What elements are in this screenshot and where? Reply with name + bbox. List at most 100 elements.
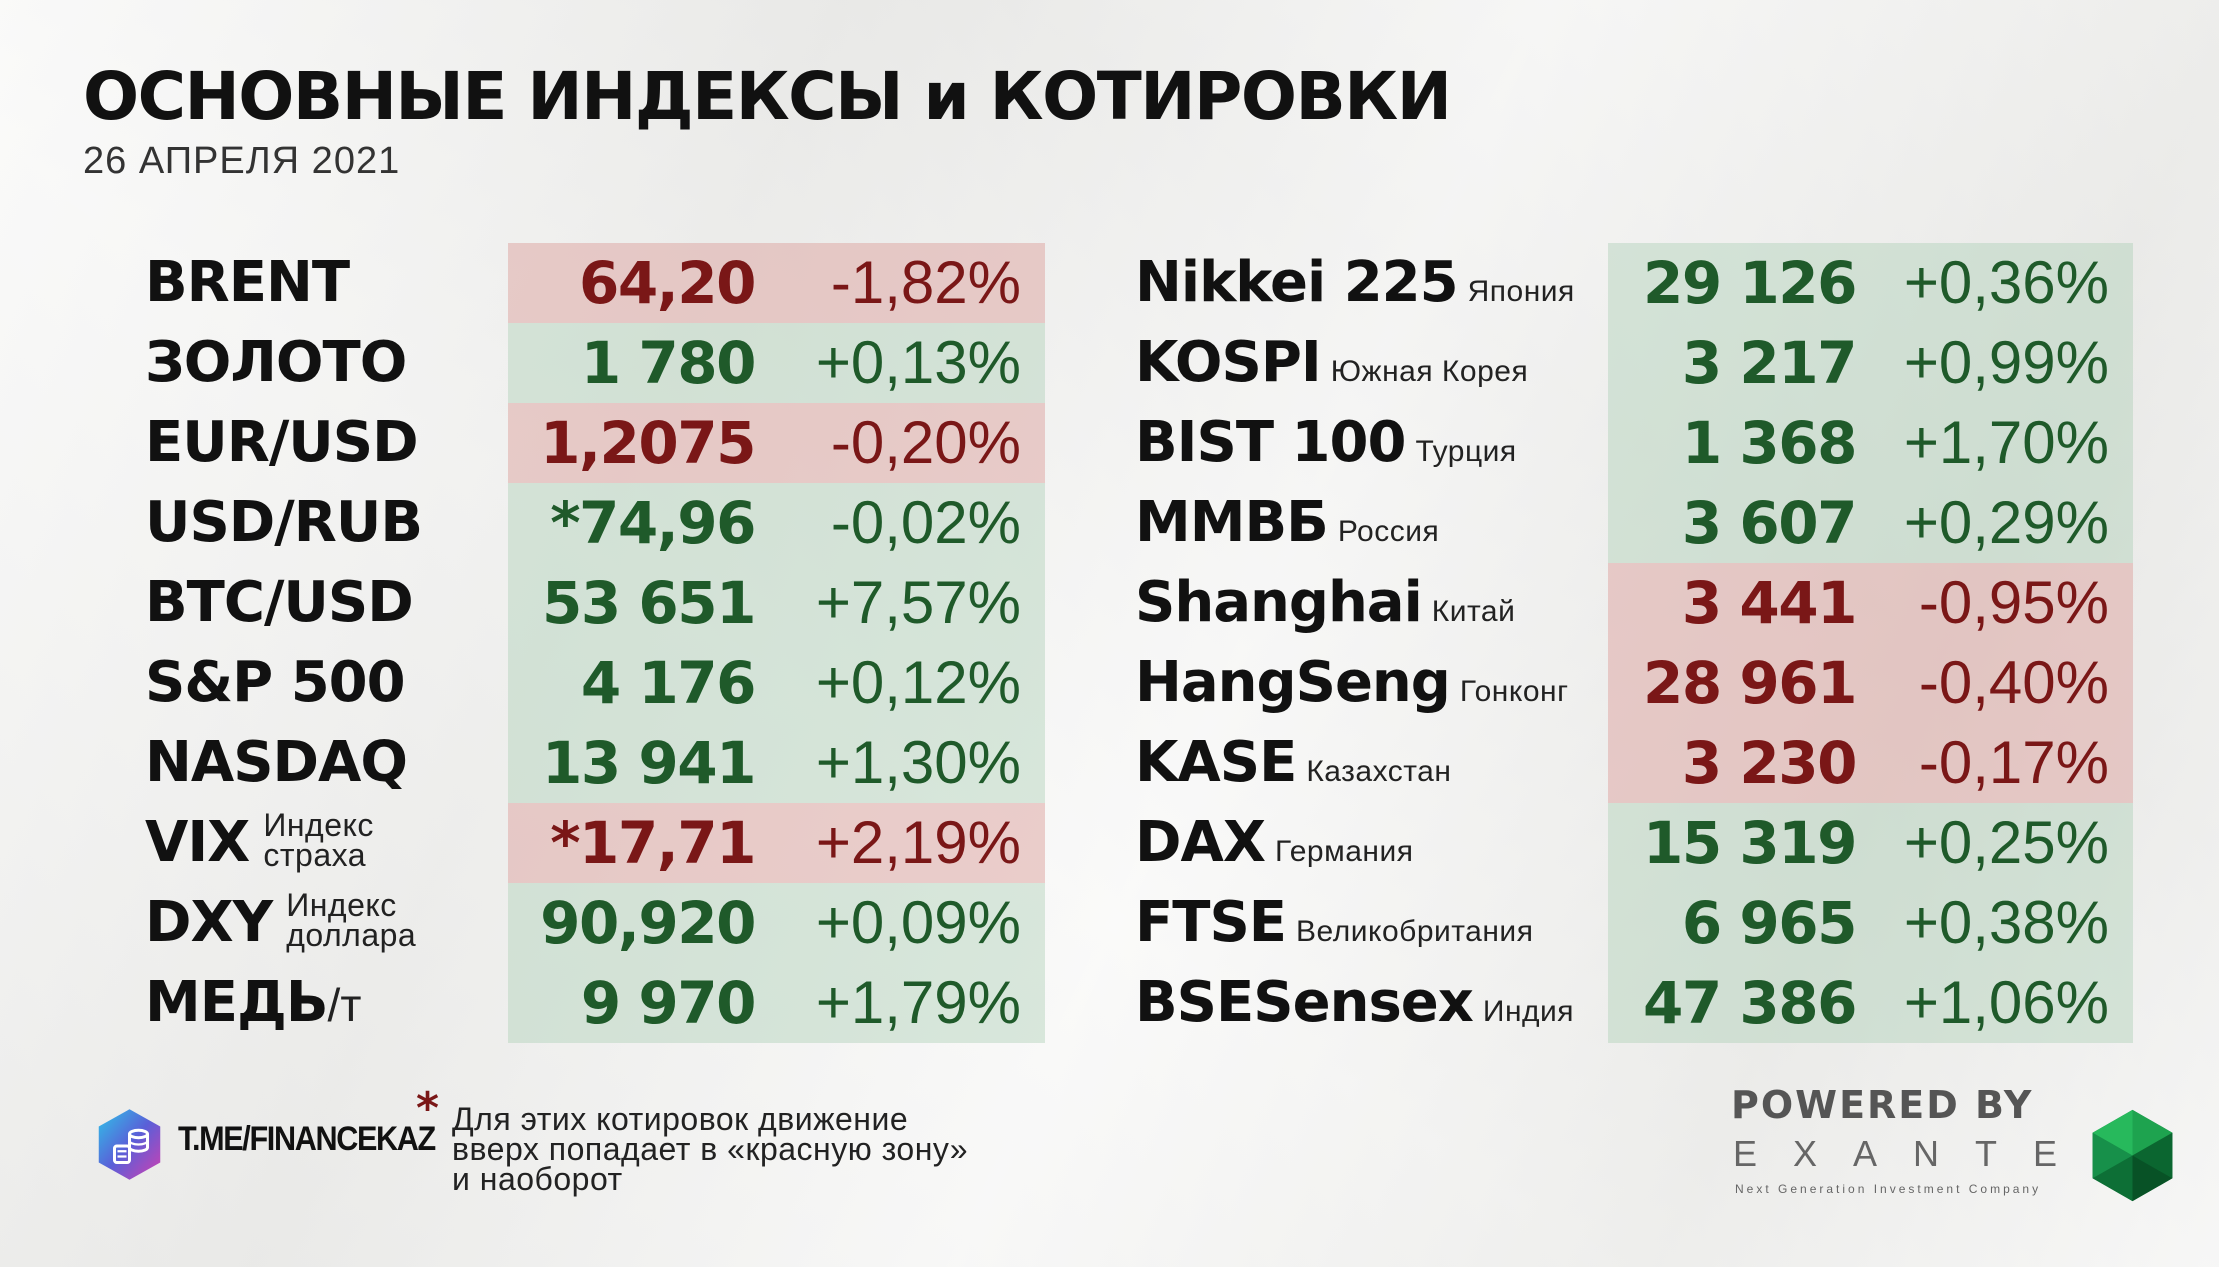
quote-name: BIST 100 [1135,410,1406,475]
quote-name: EUR/USD [145,410,419,475]
quote-name: HangSeng [1135,650,1451,715]
quote-country: Гонконг [1459,675,1569,708]
quote-cells: 3 230 -0,17% [1608,723,2133,803]
quote-name: USD/RUB [145,490,423,555]
quote-cells: 53 651 +7,57% [508,563,1045,643]
quote-country: Китай [1431,595,1516,628]
quote-name-group: Shanghai Китай [1135,563,1515,643]
quote-cells: 90,920 +0,09% [508,883,1045,963]
quote-change: +0,99% [1903,329,2109,396]
footnote-asterisk: * [416,1083,440,1134]
quote-row: VIX Индекс страха *17,71 +2,19% [145,803,1045,883]
quote-value: 29 126 [1643,249,1857,317]
quote-cells: 9 970 +1,79% [508,963,1045,1043]
quote-row: NASDAQ 13 941 +1,30% [145,723,1045,803]
quote-change: +0,36% [1903,249,2109,316]
quote-country: Великобритания [1296,915,1534,948]
quote-country: Россия [1337,515,1440,548]
quote-value: 4 176 [580,649,757,717]
quote-change: +1,79% [815,969,1021,1036]
quote-cells: *74,96 -0,02% [508,483,1045,563]
indices-panel: Nikkei 225 Япония 29 126 +0,36% KOSPI Южна… [1135,243,2133,1043]
quote-country: Германия [1275,835,1414,868]
footnote-text: Для этих котировок движение вверх попада… [452,1101,969,1197]
quote-subtitle-line: Индекс [263,806,374,843]
quote-row: HangSeng Гонконг 28 961 -0,40% [1135,643,2133,723]
quote-name-group: DAX Германия [1135,803,1414,883]
telegram-link[interactable]: T.ME/FINANCEKAZ [178,1120,436,1158]
quote-change: +7,57% [815,569,1021,636]
exante-tagline: Next Generation Investment Company [1735,1182,2042,1196]
quote-name-group: KASE Казахстан [1135,723,1451,803]
quote-name-group: BIST 100 Турция [1135,403,1517,483]
quote-change: +0,09% [815,889,1021,956]
exante-logo-icon [2092,1109,2173,1202]
quote-row: BRENT 64,20 -1,82% [145,243,1045,323]
report-date: 26 АПРЕЛЯ 2021 [83,140,401,182]
quote-name-group: Nikkei 225 Япония [1135,243,1575,323]
quote-value: 1,2075 [540,409,756,477]
quote-name-group: ММВБ Россия [1135,483,1439,563]
quote-change: +0,25% [1903,809,2109,876]
quote-subtitle: Индекс доллара [286,889,416,951]
quote-country: Казахстан [1306,755,1452,788]
quote-row: BIST 100 Турция 1 368 +1,70% [1135,403,2133,483]
quote-name: S&P 500 [145,650,406,715]
quote-value: 3 607 [1681,489,1858,557]
quote-value: 53 651 [542,569,756,637]
quote-value: 1 368 [1681,409,1858,477]
quote-country: Южная Корея [1330,355,1529,388]
quote-cells: 28 961 -0,40% [1608,643,2133,723]
quote-country: Япония [1467,275,1575,308]
quote-value: 1 780 [580,329,757,397]
quote-value: 6 965 [1681,889,1858,957]
quote-change: -0,95% [1918,569,2109,636]
quote-name-group: FTSE Великобритания [1135,883,1533,963]
quote-change: -1,82% [830,249,1021,316]
quote-country: Турция [1415,435,1517,468]
quote-cells: 29 126 +0,36% [1608,243,2133,323]
quote-row: BSESensex Индия 47 386 +1,06% [1135,963,2133,1043]
quote-change: -0,17% [1918,729,2109,796]
quote-name-group: KOSPI Южная Корея [1135,323,1528,403]
quote-change: +1,30% [815,729,1021,796]
powered-by-label: POWERED BY [1731,1083,2034,1127]
quote-name: ЗОЛОТО [145,330,407,395]
quote-name: BRENT [145,250,350,315]
quote-row: Shanghai Китай 3 441 -0,95% [1135,563,2133,643]
quote-unit: /т [327,979,362,1031]
quote-change: +0,12% [815,649,1021,716]
quote-name: Shanghai [1135,570,1423,635]
quote-value: 15 319 [1643,809,1857,877]
quote-value: 90,920 [540,889,756,957]
quote-value: *17,71 [550,809,756,877]
quote-cells: 1,2075 -0,20% [508,403,1045,483]
quote-change: -0,02% [830,489,1021,556]
quote-row: DAX Германия 15 319 +0,25% [1135,803,2133,883]
quote-cells: 47 386 +1,06% [1608,963,2133,1043]
quote-cells: 64,20 -1,82% [508,243,1045,323]
quote-subtitle: Индекс страха [263,806,374,871]
quote-name-group: VIX Индекс страха [145,803,374,883]
quote-value: 3 217 [1681,329,1858,397]
quote-name: Nikkei 225 [1135,250,1459,315]
quote-row: KASE Казахстан 3 230 -0,17% [1135,723,2133,803]
commodities-panel: BRENT 64,20 -1,82% ЗОЛОТО 1 780 +0,13% E… [145,243,1045,1043]
quote-cells: 3 441 -0,95% [1608,563,2133,643]
quote-cells: 15 319 +0,25% [1608,803,2133,883]
quote-change: +0,29% [1903,489,2109,556]
quote-row: Nikkei 225 Япония 29 126 +0,36% [1135,243,2133,323]
quote-name: ММВБ [1135,490,1329,555]
quote-name: МЕДЬ [145,970,329,1035]
quote-cells: 1 780 +0,13% [508,323,1045,403]
quote-cells: 3 217 +0,99% [1608,323,2133,403]
quote-cells: 4 176 +0,12% [508,643,1045,723]
quote-cells: 13 941 +1,30% [508,723,1045,803]
quote-name-group: HangSeng Гонконг [1135,643,1569,723]
quote-name: VIX [145,810,250,875]
quote-change: -0,40% [1918,649,2109,716]
quote-cells: 1 368 +1,70% [1608,403,2133,483]
quote-name: DAX [1135,810,1266,875]
quote-row: EUR/USD 1,2075 -0,20% [145,403,1045,483]
quote-change: -0,20% [830,409,1021,476]
